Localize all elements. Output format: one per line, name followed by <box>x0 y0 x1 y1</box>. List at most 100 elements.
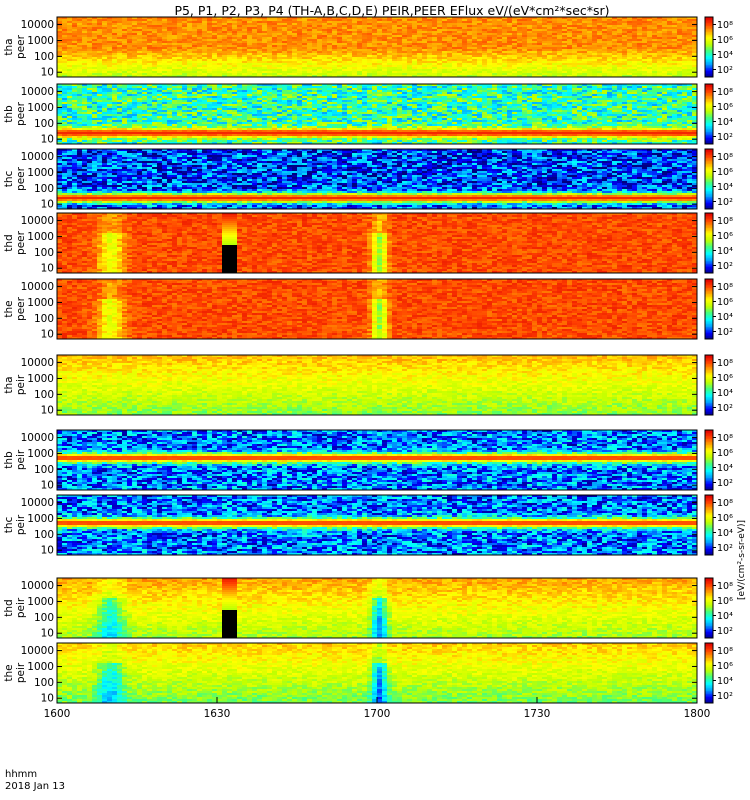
heatmap-cell <box>577 41 583 44</box>
heatmap-cell <box>137 96 143 99</box>
heatmap-cell <box>657 69 663 72</box>
heatmap-cell <box>87 102 93 105</box>
heatmap-cell <box>472 47 478 50</box>
heatmap-cell <box>382 45 388 48</box>
heatmap-cell <box>92 19 98 22</box>
heatmap-cell <box>327 27 333 30</box>
heatmap-cell <box>487 71 493 74</box>
heatmap-cell <box>462 55 468 58</box>
heatmap-cell <box>667 75 673 78</box>
heatmap-cell <box>232 128 238 131</box>
heatmap-cell <box>422 31 428 34</box>
heatmap-cell <box>92 21 98 24</box>
heatmap-cell <box>92 69 98 72</box>
heatmap-cell <box>462 61 468 64</box>
heatmap-cell <box>232 35 238 38</box>
heatmap-cell <box>687 17 693 20</box>
heatmap-cell <box>227 138 233 141</box>
heatmap-cell <box>517 41 523 44</box>
heatmap-cell <box>267 63 273 66</box>
heatmap-cell <box>652 39 658 42</box>
heatmap-cell <box>517 25 523 28</box>
heatmap-cell <box>262 39 268 42</box>
heatmap-cell <box>532 39 538 42</box>
heatmap-cell <box>657 43 663 46</box>
heatmap-cell <box>672 63 678 66</box>
heatmap-cell <box>357 63 363 66</box>
heatmap-cell <box>547 43 553 46</box>
heatmap-cell <box>672 73 678 76</box>
heatmap-cell <box>342 49 348 52</box>
heatmap-cell <box>417 39 423 42</box>
heatmap-cell <box>82 136 88 139</box>
heatmap-cell <box>237 19 243 22</box>
heatmap-cell <box>137 55 143 58</box>
heatmap-cell <box>217 59 223 62</box>
heatmap-cell <box>582 37 588 40</box>
heatmap-cell <box>87 100 93 103</box>
heatmap-cell <box>532 41 538 44</box>
heatmap-cell <box>137 37 143 40</box>
heatmap-cell <box>512 23 518 26</box>
heatmap-cell <box>392 63 398 66</box>
heatmap-cell <box>182 142 188 145</box>
heatmap-cell <box>142 92 148 95</box>
heatmap-cell <box>282 53 288 56</box>
heatmap-cell <box>172 75 178 78</box>
heatmap-cell <box>542 41 548 44</box>
heatmap-cell <box>312 71 318 74</box>
heatmap-cell <box>87 104 93 107</box>
heatmap-cell <box>132 69 138 72</box>
heatmap-cell <box>352 49 358 52</box>
heatmap-cell <box>357 25 363 28</box>
heatmap-cell <box>687 55 693 58</box>
heatmap-cell <box>167 69 173 72</box>
heatmap-cell <box>432 31 438 34</box>
heatmap-cell <box>687 29 693 32</box>
heatmap-cell <box>142 88 148 91</box>
heatmap-cell <box>262 23 268 26</box>
heatmap-cell <box>297 59 303 62</box>
heatmap-cell <box>317 53 323 56</box>
heatmap-cell <box>472 51 478 54</box>
heatmap-cell <box>267 59 273 62</box>
heatmap-cell <box>62 69 68 72</box>
heatmap-cell <box>527 41 533 44</box>
heatmap-cell <box>212 86 218 89</box>
heatmap-cell <box>62 136 68 139</box>
heatmap-cell <box>117 53 123 56</box>
heatmap-cell <box>382 21 388 24</box>
heatmap-cell <box>197 114 203 117</box>
heatmap-cell <box>652 57 658 60</box>
heatmap-cell <box>127 104 133 107</box>
heatmap-cell <box>342 39 348 42</box>
heatmap-cell <box>337 61 343 64</box>
heatmap-cell <box>427 41 433 44</box>
heatmap-cell <box>677 59 683 62</box>
heatmap-cell <box>332 41 338 44</box>
heatmap-cell <box>242 37 248 40</box>
heatmap-cell <box>112 138 118 141</box>
heatmap-cell <box>602 47 608 50</box>
heatmap-cell <box>212 96 218 99</box>
heatmap-cell <box>322 69 328 72</box>
heatmap-cell <box>72 142 78 145</box>
heatmap-cell <box>642 75 648 78</box>
heatmap-cell <box>227 108 233 111</box>
heatmap-cell <box>217 49 223 52</box>
heatmap-cell <box>142 114 148 117</box>
heatmap-cell <box>647 73 653 76</box>
heatmap-cell <box>607 63 613 66</box>
heatmap-cell <box>332 29 338 32</box>
heatmap-cell <box>487 41 493 44</box>
heatmap-cell <box>512 47 518 50</box>
heatmap-cell <box>147 35 153 38</box>
heatmap-cell <box>352 57 358 60</box>
heatmap-cell <box>232 19 238 22</box>
heatmap-cell <box>502 21 508 24</box>
heatmap-cell <box>217 21 223 24</box>
heatmap-cell <box>172 84 178 87</box>
heatmap-cell <box>492 29 498 32</box>
heatmap-cell <box>67 120 73 123</box>
heatmap-cell <box>517 67 523 70</box>
